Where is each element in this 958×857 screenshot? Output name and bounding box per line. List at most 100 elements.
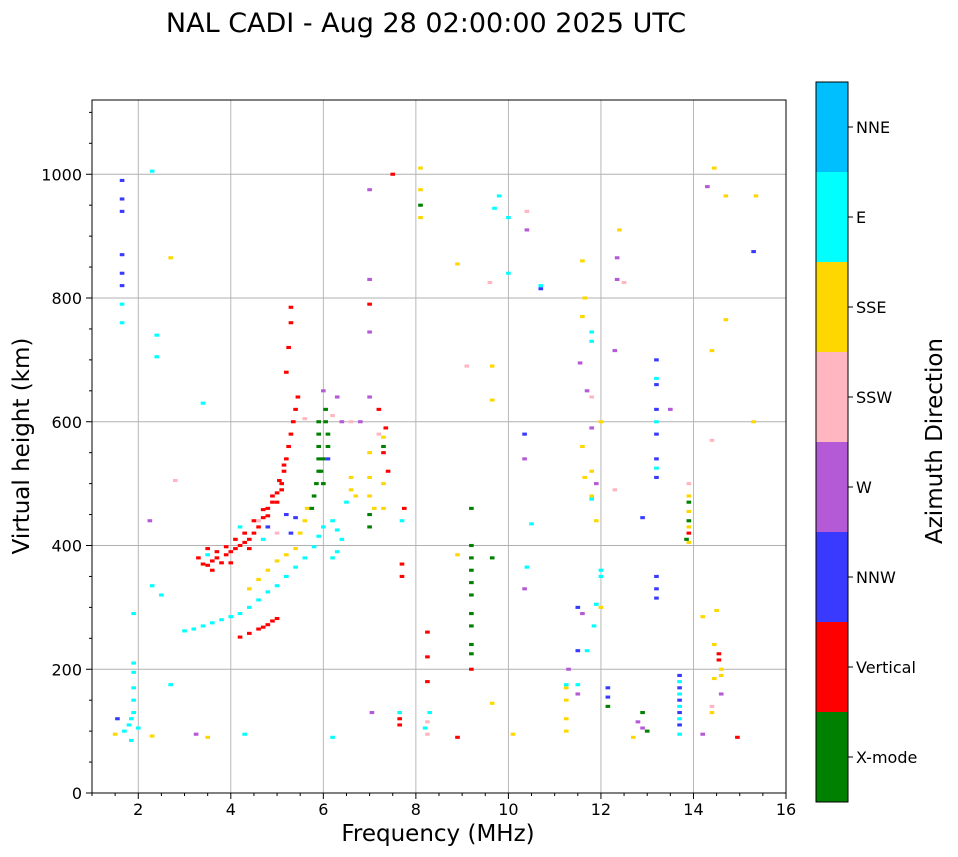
data-point <box>367 277 372 281</box>
data-point <box>469 568 474 572</box>
y-tick-label: 200 <box>51 660 82 679</box>
data-point <box>237 612 243 616</box>
data-point <box>584 649 590 653</box>
data-point <box>654 383 659 387</box>
colorbar-segment <box>816 82 848 172</box>
data-point <box>589 330 594 334</box>
data-point <box>316 469 322 473</box>
data-point <box>119 284 125 288</box>
data-point <box>418 216 423 220</box>
series-nnw <box>115 178 756 727</box>
data-point <box>614 277 620 281</box>
data-point <box>295 395 301 399</box>
data-point <box>193 732 199 736</box>
data-point <box>334 528 340 532</box>
data-point <box>686 509 692 514</box>
data-point <box>265 568 271 572</box>
data-point <box>119 178 125 182</box>
data-point <box>330 735 335 739</box>
colorbar-label: NNW <box>856 568 896 587</box>
data-point <box>577 361 583 365</box>
data-point <box>284 513 289 517</box>
data-point <box>425 732 430 736</box>
data-point <box>686 531 692 535</box>
data-point <box>246 587 252 591</box>
data-point <box>469 612 474 616</box>
data-point <box>129 717 134 721</box>
data-point <box>677 686 682 690</box>
data-point <box>506 216 511 220</box>
data-point <box>684 537 689 541</box>
data-point <box>640 726 645 730</box>
data-point <box>575 692 581 696</box>
data-point <box>200 624 206 628</box>
data-point <box>686 525 692 529</box>
data-point <box>297 531 303 535</box>
data-point <box>367 330 372 334</box>
data-point <box>605 704 611 708</box>
data-point <box>397 711 402 715</box>
data-point <box>209 621 215 625</box>
data-point <box>119 321 125 325</box>
data-point <box>288 531 294 535</box>
data-point <box>709 711 715 715</box>
data-point <box>172 478 178 483</box>
data-point <box>654 432 659 436</box>
data-point <box>288 432 294 436</box>
data-point <box>367 302 372 306</box>
data-point <box>716 658 722 662</box>
data-point <box>228 615 234 619</box>
data-point <box>321 389 326 393</box>
data-point <box>233 537 238 541</box>
data-point <box>284 457 289 461</box>
data-point <box>677 673 682 677</box>
data-point <box>339 537 345 541</box>
data-point <box>191 627 197 631</box>
data-point <box>260 537 266 541</box>
data-point <box>711 642 717 647</box>
data-point <box>256 598 261 602</box>
data-point <box>256 627 261 631</box>
data-point <box>427 711 433 715</box>
chart-title: NAL CADI - Aug 28 02:00:00 2025 UTC <box>166 8 686 39</box>
data-point <box>566 667 571 671</box>
data-point <box>469 506 474 510</box>
colorbar-frame <box>815 81 849 803</box>
x-tick-label: 6 <box>318 800 328 819</box>
data-point <box>589 339 594 343</box>
data-point <box>563 698 569 702</box>
data-point <box>714 608 719 613</box>
colorbar-label: X-mode <box>856 748 917 767</box>
data-point <box>598 420 604 424</box>
data-point <box>487 280 493 285</box>
data-point <box>242 531 247 535</box>
data-point <box>321 525 326 529</box>
colorbar-segment <box>816 712 848 802</box>
data-point <box>654 596 659 600</box>
data-point <box>214 550 220 554</box>
data-point <box>304 506 310 510</box>
data-point <box>274 559 280 563</box>
data-point <box>700 732 706 736</box>
data-point <box>131 711 136 715</box>
data-point <box>677 680 682 684</box>
data-point <box>348 488 354 492</box>
data-point <box>522 457 527 461</box>
data-point <box>654 376 659 380</box>
colorbar-segment <box>816 172 848 262</box>
data-point <box>425 680 430 684</box>
data-point <box>418 203 423 207</box>
data-point <box>149 584 155 588</box>
data-point <box>284 553 289 557</box>
data-marks <box>112 166 759 742</box>
data-point <box>399 574 405 578</box>
data-point <box>711 166 717 170</box>
data-point <box>753 194 759 198</box>
data-point <box>563 683 569 687</box>
y-axis-title: Virtual height (km) <box>9 338 35 555</box>
data-point <box>455 735 460 739</box>
x-tick-label: 2 <box>133 800 143 819</box>
data-point <box>196 556 201 560</box>
x-tick-label: 10 <box>498 800 518 819</box>
data-point <box>256 577 261 582</box>
